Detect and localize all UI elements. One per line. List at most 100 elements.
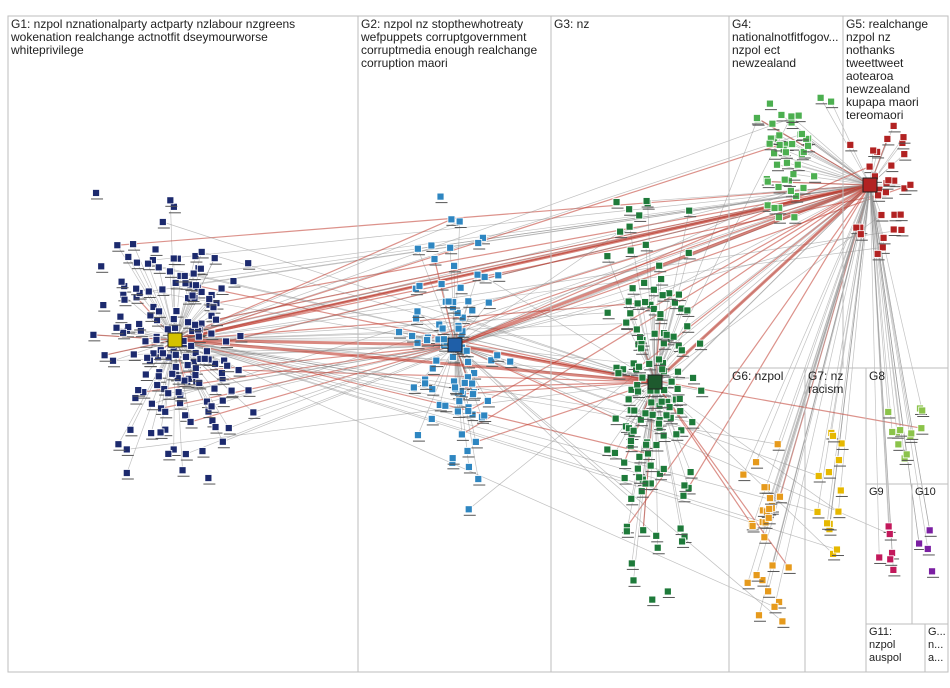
group-label-line: aotearoa [846,69,894,83]
node [195,378,204,387]
node [218,437,227,446]
edge [869,184,901,431]
node [886,555,895,564]
edge [743,184,871,475]
node [644,449,652,458]
node [775,131,784,140]
node [447,215,456,224]
node [669,332,678,341]
node [923,545,932,553]
node [173,374,182,383]
edge [454,344,616,420]
node [457,430,466,439]
node [888,428,897,436]
group-label-line: whiteprivilege [11,43,84,57]
node [158,285,167,294]
node [169,315,178,323]
node [164,449,173,458]
node [799,184,808,192]
node [896,210,905,219]
node [625,205,634,214]
group-label: G11: nzpol auspol [869,626,901,665]
edge [654,381,839,512]
node [189,269,198,278]
node [97,262,106,271]
node [635,473,644,482]
node [816,93,825,102]
node [814,472,823,480]
node [427,241,436,250]
edge [801,133,871,186]
group-box [911,483,949,625]
node [646,461,655,470]
edge [174,339,689,489]
node [184,318,192,327]
node [122,469,131,477]
node [414,431,422,440]
node [143,353,152,362]
node [166,267,174,276]
edge [791,116,871,186]
node [156,428,165,437]
node [626,309,635,318]
node [444,297,453,306]
node [784,563,793,572]
node [781,148,790,157]
node [629,576,638,585]
edge [152,184,871,261]
node [915,539,923,548]
node [889,565,898,574]
node [775,598,783,606]
node [474,239,483,247]
edge [174,229,902,341]
node [427,415,436,423]
node [470,369,478,377]
node [632,325,641,334]
node [637,487,646,496]
node [439,335,448,344]
node [627,437,635,445]
node [889,225,898,234]
node [884,176,893,185]
node [823,519,832,528]
node [464,505,473,514]
group-label-line: kupapa maori [846,95,919,109]
group-label: G8 [869,370,885,383]
node [159,349,167,358]
edge [654,214,882,383]
node [210,254,219,263]
node [176,399,184,408]
node [635,211,644,220]
node [658,365,667,374]
group-label-line: G11: [869,626,893,638]
group-label: G5: realchange nzpol nz nothanks tweettweet… [846,18,928,122]
group-label-line: racism [808,382,844,396]
group-label-line: newzealand [732,56,797,70]
node [883,135,892,143]
edge [869,184,893,433]
node [879,233,888,242]
node [474,475,483,483]
group-label-line: tereomaori [846,108,904,122]
group-label-line: G... [928,626,946,638]
group-label: G10 [915,486,936,499]
group-label-line: nationalnotfitfogov... [732,30,839,44]
node [455,217,464,226]
edge [774,184,871,607]
node [117,277,126,286]
node [686,468,695,476]
group-label-line: tweettweet [846,56,904,70]
edge [174,187,804,341]
node [155,307,163,316]
node [677,346,686,355]
node [770,602,779,611]
node [487,356,496,365]
node [875,553,884,562]
node [453,407,462,416]
edge [184,184,871,277]
group-label-line: G9 [869,486,884,498]
edge [645,244,656,383]
node [236,332,245,340]
edge [174,338,456,347]
node [437,280,446,288]
